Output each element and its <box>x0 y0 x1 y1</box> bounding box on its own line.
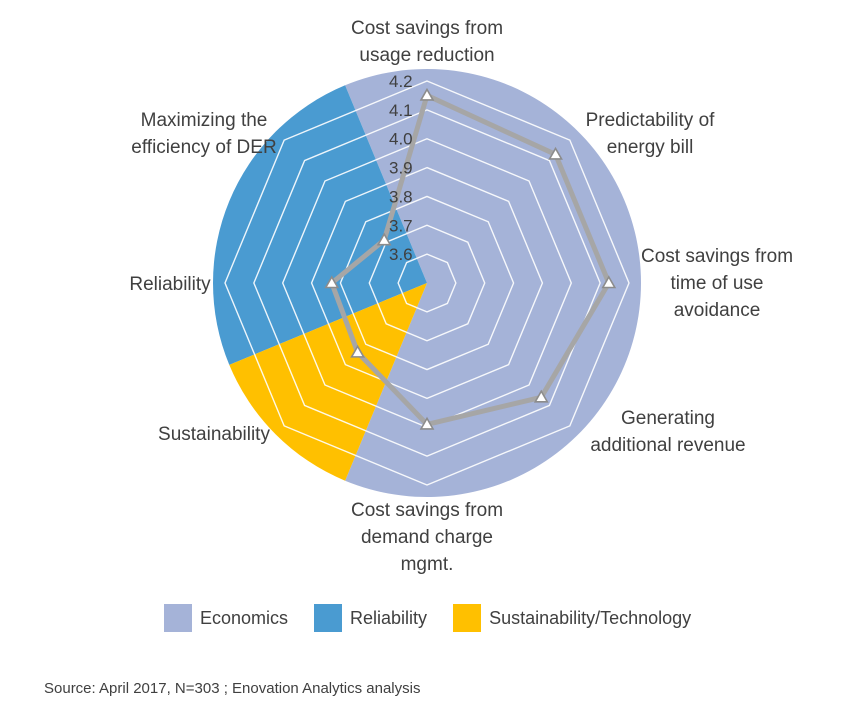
legend-item-sustainability: Sustainability/Technology <box>453 604 691 632</box>
legend-label-sustainability: Sustainability/Technology <box>489 607 692 628</box>
legend: Economics Reliability Sustainability/Tec… <box>164 604 717 632</box>
axis-label-4-line-2: additional revenue <box>590 435 745 456</box>
tick-label-6: 4.1 <box>389 101 413 120</box>
grid-ring-6 <box>253 109 601 457</box>
grid-ring-7 <box>224 80 630 486</box>
data-point-6 <box>350 344 366 358</box>
tick-label-4: 3.9 <box>389 159 413 178</box>
axis-label-1-line-1: Cost savings from <box>351 18 503 39</box>
grid-ring-1 <box>397 253 457 313</box>
data-point-3 <box>601 275 617 289</box>
source-note: Source: April 2017, N=303 ; Enovation An… <box>44 680 421 697</box>
legend-label-economics: Economics <box>200 607 289 628</box>
data-point-5 <box>419 416 435 430</box>
data-point-1 <box>419 87 435 101</box>
axis-label-3-line-1: Cost savings from <box>641 246 793 267</box>
axis-labels: Cost savings from usage reduction Predicta… <box>129 18 793 575</box>
data-point-7 <box>324 275 340 289</box>
axis-label-8-line-2: efficiency of DER <box>131 137 276 158</box>
axis-label-1-line-2: usage reduction <box>359 45 494 66</box>
tick-label-5: 4.0 <box>389 130 413 149</box>
axis-label-5-line-2: demand charge <box>361 527 493 548</box>
axis-label-6-line-1: Sustainability <box>158 424 270 445</box>
legend-swatch-sustainability <box>453 604 482 632</box>
axis-label-2-line-2: energy bill <box>607 137 694 158</box>
legend-swatch-economics <box>164 604 192 632</box>
axis-label-7-line-1: Reliability <box>129 274 211 295</box>
axis-label-4-line-1: Generating <box>621 408 715 429</box>
axis-label-8-line-1: Maximizing the <box>141 110 268 131</box>
legend-swatch-reliability <box>314 604 343 632</box>
axis-label-3-line-2: time of use <box>671 273 764 294</box>
axis-label-2-line-1: Predictability of <box>586 110 716 131</box>
data-point-8 <box>376 232 392 246</box>
tick-label-3: 3.8 <box>389 187 413 206</box>
data-point-4 <box>533 389 549 403</box>
legend-item-reliability: Reliability <box>314 604 427 632</box>
axis-label-3-line-3: avoidance <box>674 300 761 321</box>
tick-label-1: 3.6 <box>389 245 413 264</box>
data-point-2 <box>548 146 563 160</box>
tick-label-2: 3.7 <box>389 216 413 235</box>
grid-ring-2 <box>368 224 486 342</box>
legend-label-reliability: Reliability <box>350 607 428 628</box>
grid-ring-4 <box>310 166 544 400</box>
legend-item-economics: Economics <box>164 604 288 632</box>
category-band-3 <box>229 283 427 481</box>
category-bands <box>212 68 641 498</box>
data-series <box>324 87 617 430</box>
axis-label-5-line-3: mgmt. <box>401 554 454 575</box>
grid-ring-3 <box>339 195 515 371</box>
axis-label-5-line-1: Cost savings from <box>351 500 503 521</box>
tick-labels: 3.6 3.7 3.8 3.9 4.0 4.1 4.2 <box>389 72 413 264</box>
tick-label-7: 4.2 <box>389 72 413 91</box>
